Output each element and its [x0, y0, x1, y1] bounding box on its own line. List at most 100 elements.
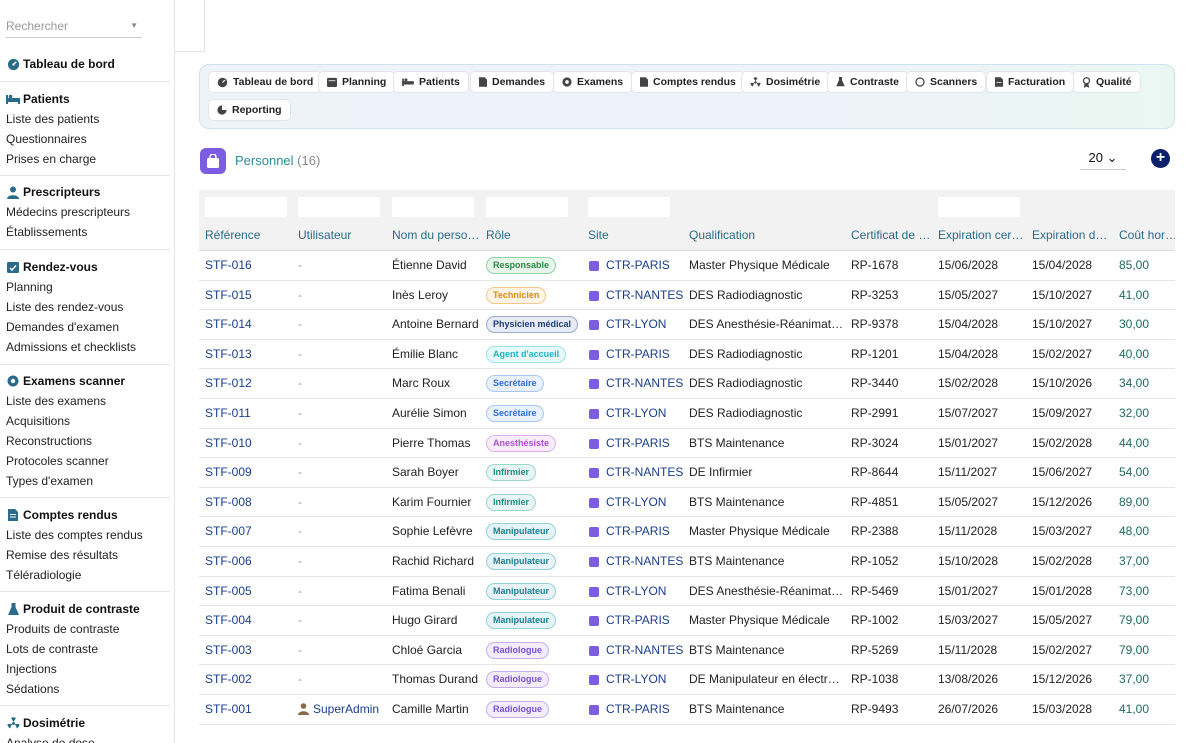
cell-reference[interactable]: STF-004 [205, 613, 252, 628]
nav-button-dosimetrie[interactable]: Dosimétrie [741, 71, 830, 93]
table-row[interactable]: STF-003 - Chloé Garcia Radiologue CTR-NANTES… [199, 636, 1175, 666]
nav-button-reporting[interactable]: Reporting [208, 99, 291, 121]
cell-reference[interactable]: STF-016 [205, 258, 252, 272]
nav-button-patients[interactable]: Patients [393, 71, 469, 93]
sidebar-item-etablissements[interactable]: Établissements [6, 225, 88, 239]
nav-button-facturation[interactable]: Facturation [986, 71, 1075, 93]
filter-input-expiration[interactable] [938, 197, 1020, 217]
nav-button-scanners[interactable]: Scanners [906, 71, 987, 93]
sidebar-head-contraste[interactable]: Produit de contraste [0, 599, 170, 619]
filter-input-site[interactable] [588, 197, 670, 217]
nav-button-qualite[interactable]: Qualité [1073, 71, 1141, 93]
nav-button-comptes-rendus[interactable]: Comptes rendus [631, 71, 745, 93]
sidebar-item-prises-en-charge[interactable]: Prises en charge [6, 152, 97, 166]
table-row[interactable]: STF-002 - Thomas Durand Radiologue CTR-LYON D… [199, 665, 1175, 695]
nav-button-examens[interactable]: Examens [553, 71, 633, 93]
sidebar-item-planning[interactable]: Planning [6, 280, 53, 294]
add-button[interactable]: + [1151, 149, 1170, 168]
nav-button-contraste[interactable]: Contraste [827, 71, 909, 93]
sidebar-item-analyse-dose[interactable]: Analyse de dose [6, 736, 95, 743]
column-header-reference[interactable]: Référence [205, 228, 261, 242]
cell-reference[interactable]: STF-010 [205, 435, 252, 450]
cell-reference[interactable]: STF-008 [205, 494, 252, 509]
column-header-role[interactable]: Rôle [486, 228, 511, 242]
cell-site[interactable]: CTR-NANTES [606, 465, 684, 480]
table-row[interactable]: STF-006 - Rachid Richard Manipulateur CTR-NA… [199, 547, 1175, 577]
nav-button-planning[interactable]: Planning [318, 71, 396, 93]
cell-reference[interactable]: STF-005 [205, 583, 252, 598]
table-row[interactable]: STF-008 - Karim Fournier Infirmier CTR-LYON B… [199, 488, 1175, 518]
cell-site[interactable]: CTR-PARIS [606, 702, 670, 716]
page-size-select[interactable]: 20 ⌄ [1080, 148, 1126, 170]
table-row[interactable]: STF-004 - Hugo Girard Manipulateur CTR-PARIS… [199, 606, 1175, 636]
table-row[interactable]: STF-010 - Pierre Thomas Anesthésiste CTR-PAR… [199, 429, 1175, 459]
table-row[interactable]: STF-012 - Marc Roux Secrétaire CTR-NANTES DES… [199, 369, 1175, 399]
cell-site[interactable]: CTR-NANTES [606, 642, 684, 657]
table-row[interactable]: STF-015 - Inès Leroy Technicien CTR-NANTES DE… [199, 281, 1175, 311]
filter-input-utilisateur[interactable] [298, 197, 380, 217]
sidebar-head-rendez-vous[interactable]: Rendez-vous [0, 257, 170, 277]
sidebar-item-demandes[interactable]: Demandes d'examen [6, 320, 120, 334]
sidebar-item-liste-patients[interactable]: Liste des patients [6, 112, 100, 126]
cell-reference[interactable]: STF-011 [205, 406, 251, 420]
cell-site[interactable]: CTR-LYON [606, 583, 667, 598]
cell-site[interactable]: CTR-NANTES [606, 554, 684, 568]
sidebar-head-prescripteurs[interactable]: Prescripteurs [0, 182, 170, 202]
sidebar-item-produits-contraste[interactable]: Produits de contraste [6, 622, 120, 636]
cell-reference[interactable]: STF-013 [205, 346, 252, 361]
column-header-qualification[interactable]: Qualification [689, 228, 756, 242]
cell-reference[interactable]: STF-001 [205, 702, 252, 716]
cell-site[interactable]: CTR-LYON [606, 406, 667, 420]
sidebar-item-injections[interactable]: Injections [6, 662, 57, 676]
column-header-expiration-d[interactable]: Expiration d… [1032, 228, 1108, 242]
column-header-cout-horaire[interactable]: Coût horaire [1119, 228, 1175, 242]
cell-site[interactable]: CTR-NANTES [606, 376, 684, 391]
sidebar-item-sedations[interactable]: Sédations [6, 682, 60, 696]
nav-button-demandes[interactable]: Demandes [470, 71, 555, 93]
sidebar-head-comptes-rendus[interactable]: Comptes rendus [0, 505, 170, 525]
nav-button-tableau-de-bord[interactable]: Tableau de bord [208, 71, 323, 93]
table-row[interactable]: STF-014 - Antoine Bernard Physicien médical… [199, 310, 1175, 340]
search-input[interactable]: Rechercher ▼ [6, 14, 142, 38]
cell-site[interactable]: CTR-PARIS [606, 613, 670, 628]
cell-utilisateur-link[interactable]: SuperAdmin [313, 702, 380, 716]
table-row[interactable]: STF-009 - Sarah Boyer Infirmier CTR-NANTES DE… [199, 458, 1175, 488]
cell-site[interactable]: CTR-PARIS [606, 524, 670, 539]
cell-reference[interactable]: STF-014 [205, 317, 252, 332]
cell-site[interactable]: CTR-PARIS [606, 346, 670, 361]
sidebar-item-admissions[interactable]: Admissions et checklists [6, 340, 137, 354]
column-header-utilisateur[interactable]: Utilisateur [298, 228, 352, 242]
sidebar-item-liste-cr[interactable]: Liste des comptes rendus [6, 528, 143, 542]
column-header-nom[interactable]: Nom du perso… [392, 228, 480, 242]
cell-site[interactable]: CTR-PARIS [606, 258, 670, 272]
column-header-expiration-cert[interactable]: Expiration cert… [938, 228, 1024, 242]
cell-reference[interactable]: STF-003 [205, 642, 252, 657]
filter-input-reference[interactable] [205, 197, 287, 217]
cell-site[interactable]: CTR-LYON [606, 672, 667, 687]
table-row[interactable]: STF-013 - Émilie Blanc Agent d'accueil CTR-P… [199, 340, 1175, 370]
sidebar-item-teleradiologie[interactable]: Téléradiologie [6, 568, 82, 582]
sidebar-head-examens[interactable]: Examens scanner [0, 371, 170, 391]
sidebar-item-acquisitions[interactable]: Acquisitions [6, 414, 71, 428]
cell-reference[interactable]: STF-002 [205, 672, 252, 687]
cell-site[interactable]: CTR-LYON [606, 494, 667, 509]
sidebar-item-liste-rdv[interactable]: Liste des rendez-vous [6, 300, 124, 314]
cell-site[interactable]: CTR-NANTES [606, 287, 684, 302]
cell-site[interactable]: CTR-LYON [606, 317, 667, 332]
table-row[interactable]: STF-005 - Fatima Benali Manipulateur CTR-LYO… [199, 577, 1175, 607]
cell-site[interactable]: CTR-PARIS [606, 435, 670, 450]
table-row[interactable]: STF-001 SuperAdmin Camille Martin Radiologu… [199, 695, 1175, 725]
chevron-down-icon[interactable]: ▼ [130, 21, 138, 30]
filter-input-role[interactable] [486, 197, 568, 217]
sidebar-item-remise-resultats[interactable]: Remise des résultats [6, 548, 119, 562]
sidebar-item-protocoles[interactable]: Protocoles scanner [6, 454, 109, 468]
table-row[interactable]: STF-016 - Étienne David Responsable CTR-PARI… [199, 251, 1175, 281]
column-header-site[interactable]: Site [588, 228, 609, 242]
sidebar-item-reconstructions[interactable]: Reconstructions [6, 434, 93, 448]
column-header-certificat[interactable]: Certificat de … [851, 228, 931, 242]
table-row[interactable]: STF-007 - Sophie Lefèvre Manipulateur CTR-PA… [199, 517, 1175, 547]
sidebar-head-patients[interactable]: Patients [0, 89, 170, 109]
cell-reference[interactable]: STF-009 [205, 465, 252, 480]
cell-reference[interactable]: STF-012 [205, 376, 252, 391]
sidebar-item-medecins[interactable]: Médecins prescripteurs [6, 205, 131, 219]
